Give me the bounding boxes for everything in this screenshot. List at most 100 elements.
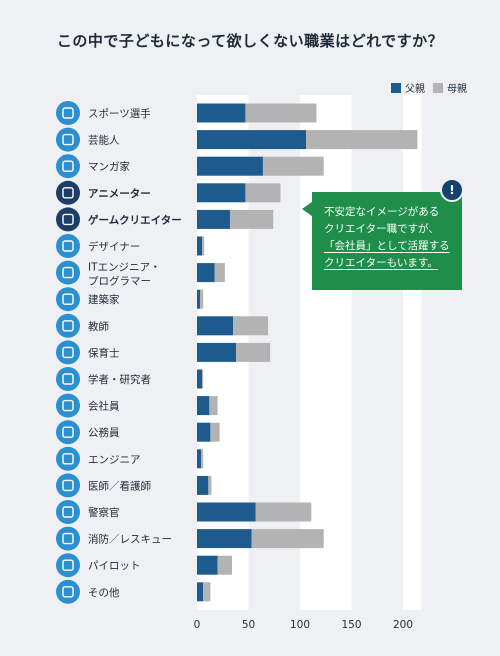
bar-mother bbox=[201, 449, 204, 469]
category-label: 公務員 bbox=[88, 426, 120, 439]
bar-mother bbox=[306, 130, 418, 150]
sports-icon-glyph bbox=[62, 107, 74, 119]
category-label: ITエンジニア・ bbox=[88, 262, 161, 274]
tv-icon bbox=[56, 180, 80, 205]
category-label: 医師／看護師 bbox=[88, 479, 151, 492]
bar-mother bbox=[208, 475, 212, 495]
warning-icon bbox=[56, 526, 80, 551]
bar-father bbox=[197, 289, 201, 309]
category-label: その他 bbox=[88, 586, 120, 599]
bar-mother bbox=[245, 103, 317, 123]
monitor-icon bbox=[56, 260, 80, 285]
bar-mother bbox=[255, 502, 312, 522]
callout-line-2: クリエイター職ですが、 bbox=[324, 223, 439, 235]
bar-father bbox=[197, 263, 215, 283]
gear-icon-glyph bbox=[62, 453, 74, 465]
bar-father bbox=[197, 130, 307, 150]
book-icon-glyph bbox=[62, 320, 74, 332]
comic-icon-glyph bbox=[62, 160, 74, 172]
category-label: スポーツ選手 bbox=[88, 107, 151, 120]
bar-father bbox=[197, 475, 209, 495]
bar-mother bbox=[245, 183, 281, 203]
callout-box: 不安定なイメージがある クリエイター職ですが、 「会社員」として活躍する クリエ… bbox=[312, 192, 462, 290]
blueprint-icon-glyph bbox=[62, 293, 74, 305]
x-tick-label: 0 bbox=[194, 619, 201, 631]
document-icon bbox=[56, 367, 80, 391]
legend-label-mother: 母親 bbox=[447, 84, 467, 95]
category-label: 消防／レスキュー bbox=[88, 533, 172, 546]
briefcase-icon bbox=[56, 393, 80, 418]
sports-icon bbox=[56, 101, 80, 125]
category-label: 教師 bbox=[88, 320, 109, 333]
category-label: パイロット bbox=[88, 560, 141, 572]
briefcase-icon-glyph bbox=[62, 399, 74, 412]
building-icon bbox=[56, 420, 80, 445]
category-label: 芸能人 bbox=[88, 134, 120, 147]
category-label: 保育士 bbox=[88, 346, 120, 359]
bar-father bbox=[197, 236, 203, 256]
bar-mother bbox=[210, 422, 220, 442]
bar-mother bbox=[202, 369, 204, 389]
gamepad-icon bbox=[56, 207, 80, 232]
bar-mother bbox=[233, 316, 269, 336]
apron-icon-glyph bbox=[62, 346, 74, 359]
legend-swatch-mother bbox=[433, 82, 443, 93]
bar-mother bbox=[202, 236, 205, 256]
bar-father bbox=[197, 183, 246, 203]
bar-mother bbox=[229, 209, 274, 229]
background-band bbox=[300, 95, 352, 610]
book-icon bbox=[56, 313, 80, 338]
legend-swatch-father bbox=[391, 82, 401, 93]
design-tools-icon-glyph bbox=[62, 240, 74, 252]
bar-father bbox=[197, 103, 246, 123]
legend-label-father: 父親 bbox=[405, 84, 425, 95]
bar-father bbox=[197, 555, 218, 575]
bar-father bbox=[197, 449, 202, 469]
more-icon bbox=[56, 579, 80, 604]
category-label: エンジニア bbox=[88, 454, 141, 466]
category-label: 建築家 bbox=[88, 293, 120, 306]
x-tick-label: 50 bbox=[242, 619, 255, 631]
legend: 父親 母親 bbox=[391, 80, 467, 95]
callout-line-3: 「会社員」として活躍する bbox=[324, 240, 450, 252]
airplane-icon bbox=[56, 553, 80, 578]
category-label: ゲームクリエイター bbox=[88, 213, 182, 226]
category-label: 学者・研究者 bbox=[88, 373, 151, 386]
microphone-icon-glyph bbox=[62, 133, 74, 146]
tv-icon-glyph bbox=[62, 187, 74, 199]
callout-line-1: 不安定なイメージがある bbox=[324, 206, 440, 218]
bar-mother bbox=[214, 263, 225, 283]
category-label: 会社員 bbox=[88, 400, 120, 413]
stethoscope-icon bbox=[56, 473, 80, 498]
chart-title: この中で子どもになって欲しくない職業はどれですか？ bbox=[56, 32, 444, 50]
x-tick-label: 150 bbox=[341, 619, 361, 631]
police-cap-icon-glyph bbox=[62, 506, 74, 518]
apron-icon bbox=[56, 340, 80, 365]
bar-father bbox=[197, 529, 252, 549]
x-tick-label: 100 bbox=[290, 619, 310, 631]
bar-mother bbox=[209, 396, 218, 416]
bar-mother bbox=[236, 342, 271, 362]
category-label: アニメーター bbox=[88, 188, 151, 200]
bar-father bbox=[197, 342, 237, 362]
document-icon-glyph bbox=[62, 373, 74, 385]
bar-mother bbox=[200, 289, 204, 309]
comic-icon bbox=[56, 154, 80, 179]
bar-father bbox=[197, 582, 204, 602]
callout-tail bbox=[302, 202, 312, 216]
gear-icon bbox=[56, 446, 80, 471]
callout-line-4: クリエイターもいます。 bbox=[324, 257, 438, 269]
bar-father bbox=[197, 422, 211, 442]
design-tools-icon bbox=[56, 234, 80, 258]
monitor-icon-glyph bbox=[62, 266, 74, 279]
bar-father bbox=[197, 396, 210, 416]
blueprint-icon bbox=[56, 287, 80, 312]
category-label: マンガ家 bbox=[88, 160, 130, 173]
bar-father bbox=[197, 502, 256, 522]
more-icon-glyph bbox=[62, 586, 74, 598]
background-band bbox=[403, 95, 422, 610]
warning-icon-glyph bbox=[62, 532, 74, 545]
callout-exclamation-badge: ! bbox=[440, 178, 464, 202]
bar-father bbox=[197, 209, 230, 229]
